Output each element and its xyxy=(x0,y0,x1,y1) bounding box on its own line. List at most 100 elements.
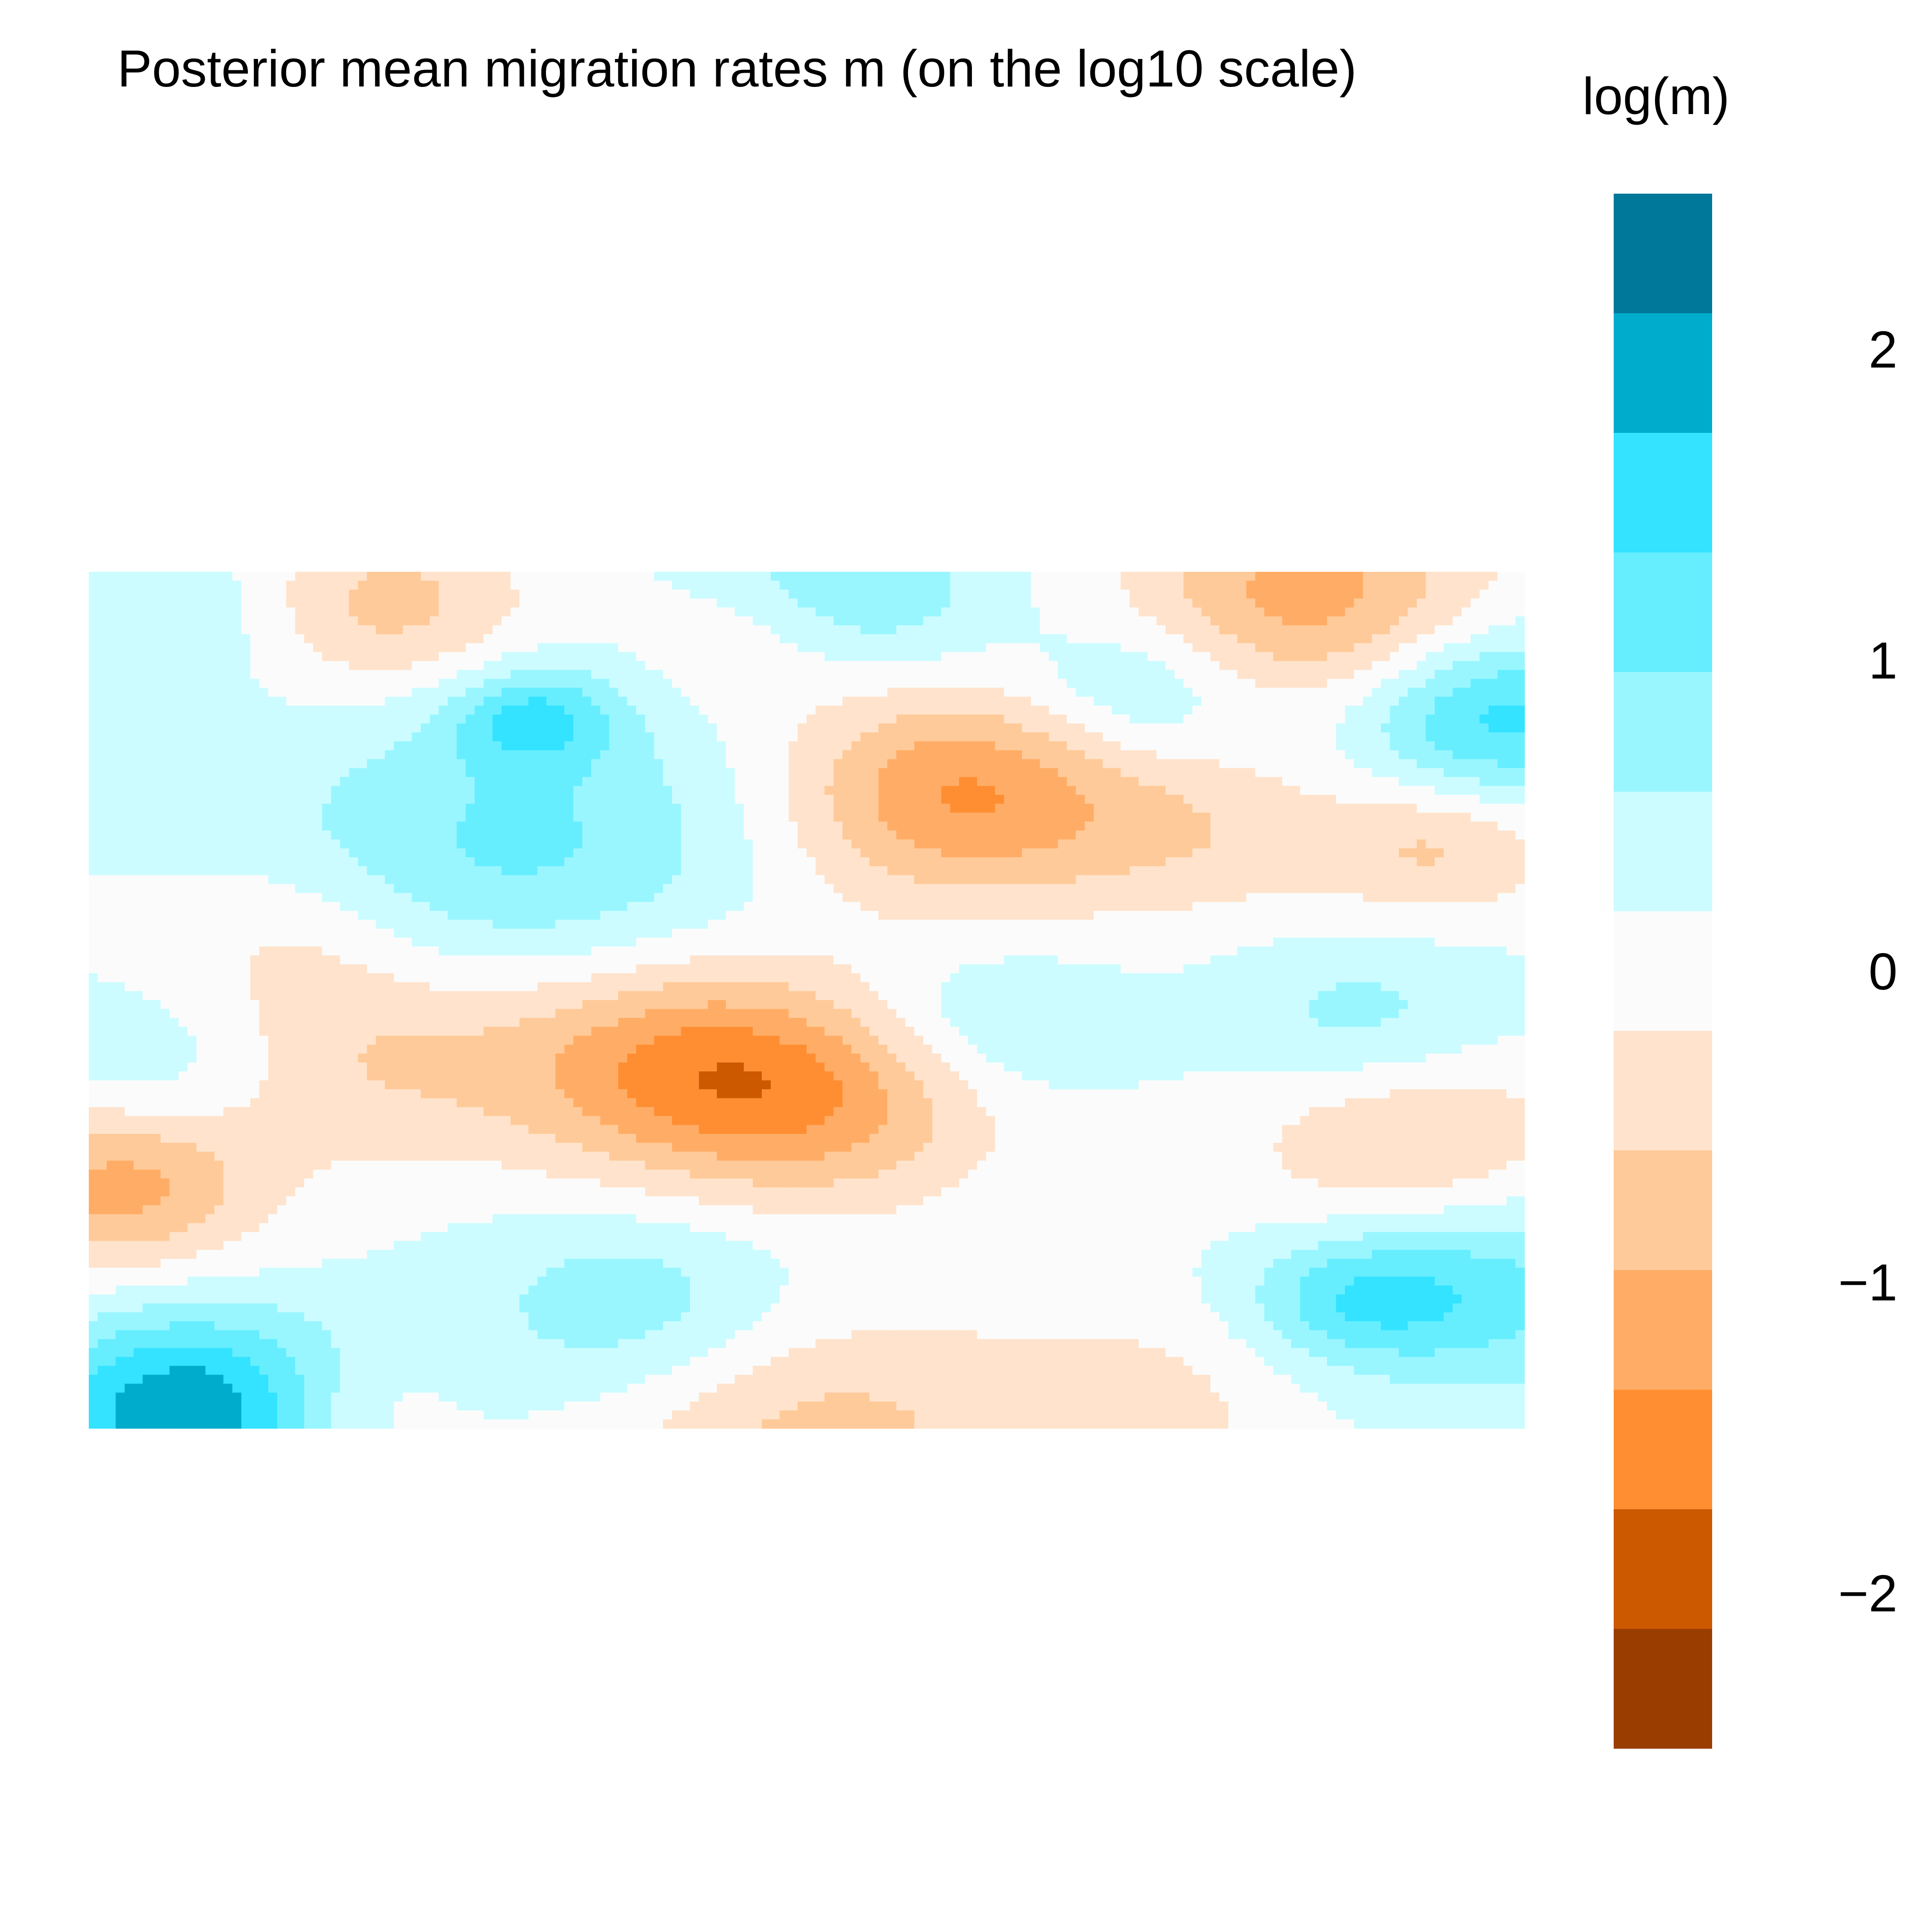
heatmap-cell xyxy=(761,759,771,769)
heatmap-cell xyxy=(528,634,538,644)
heatmap-cell xyxy=(232,768,242,777)
heatmap-cell xyxy=(1336,759,1346,769)
heatmap-cell xyxy=(241,616,251,626)
heatmap-cell xyxy=(878,812,888,822)
heatmap-cell xyxy=(1121,830,1130,840)
heatmap-cell xyxy=(1336,812,1346,822)
heatmap-cell xyxy=(1129,723,1139,733)
heatmap-cell xyxy=(834,741,843,751)
heatmap-cell xyxy=(1004,688,1013,697)
heatmap-cell xyxy=(1408,786,1417,795)
heatmap-cell xyxy=(1264,607,1274,617)
heatmap-cell xyxy=(887,678,897,688)
heatmap-cell xyxy=(1219,750,1229,760)
heatmap-cell xyxy=(492,661,502,671)
heatmap-cell xyxy=(501,643,511,653)
heatmap-cell xyxy=(1479,786,1489,795)
heatmap-cell xyxy=(654,812,664,822)
heatmap-cell xyxy=(1210,812,1220,822)
heatmap-cell xyxy=(1408,634,1417,644)
heatmap-cell xyxy=(1380,750,1391,760)
heatmap-cell xyxy=(1075,581,1085,590)
heatmap-cell xyxy=(627,607,637,617)
heatmap-cell xyxy=(1075,732,1085,742)
heatmap-cell xyxy=(223,777,233,787)
heatmap-cell xyxy=(161,661,170,671)
heatmap-cell xyxy=(492,616,502,626)
heatmap-cell xyxy=(1416,616,1426,626)
heatmap-cell xyxy=(178,572,188,581)
heatmap-cell xyxy=(1138,830,1148,840)
heatmap-cell xyxy=(1390,634,1399,644)
heatmap-cell xyxy=(1345,607,1355,617)
heatmap-cell xyxy=(1273,598,1283,608)
heatmap-cell xyxy=(1004,589,1013,599)
heatmap-cell xyxy=(743,786,753,795)
heatmap-cell xyxy=(743,625,753,635)
heatmap-cell xyxy=(923,723,933,733)
heatmap-cell xyxy=(483,777,493,787)
heatmap-cell xyxy=(860,625,870,635)
heatmap-cell xyxy=(537,670,547,679)
heatmap-cell xyxy=(1085,643,1094,653)
heatmap-cell xyxy=(950,581,960,590)
heatmap-cell xyxy=(1237,581,1247,590)
heatmap-cell xyxy=(1246,652,1256,661)
heatmap-cell xyxy=(743,741,753,751)
heatmap-cell xyxy=(1390,750,1399,760)
heatmap-cell xyxy=(1443,589,1453,599)
heatmap-cell xyxy=(869,670,879,679)
heatmap-cell xyxy=(977,607,987,617)
heatmap-cell xyxy=(367,589,376,599)
heatmap-cell xyxy=(1426,741,1435,751)
heatmap-cell xyxy=(681,661,690,671)
heatmap-cell xyxy=(1380,678,1391,688)
heatmap-cell xyxy=(1228,759,1238,769)
heatmap-cell xyxy=(178,822,188,831)
heatmap-cell xyxy=(914,786,924,795)
heatmap-cell xyxy=(735,794,744,805)
heatmap-cell xyxy=(161,723,170,733)
heatmap-cell xyxy=(896,741,906,751)
heatmap-cell xyxy=(322,732,332,742)
heatmap-cell xyxy=(1291,830,1301,840)
heatmap-cell xyxy=(1075,572,1085,581)
heatmap-cell xyxy=(788,696,798,706)
heatmap-cell xyxy=(869,696,879,706)
heatmap-cell xyxy=(519,804,529,813)
heatmap-cell xyxy=(1246,598,1256,608)
heatmap-cell xyxy=(358,705,368,715)
heatmap-cell xyxy=(456,794,466,805)
heatmap-cell xyxy=(510,768,520,777)
heatmap-cell xyxy=(1049,652,1058,661)
heatmap-cell xyxy=(699,678,708,688)
heatmap-cell xyxy=(1103,723,1112,733)
heatmap-cell xyxy=(654,625,664,635)
heatmap-cell xyxy=(1075,812,1085,822)
heatmap-cell xyxy=(735,777,744,787)
heatmap-cell xyxy=(672,670,682,679)
heatmap-cell xyxy=(1443,616,1453,626)
heatmap-cell xyxy=(950,839,960,849)
heatmap-cell xyxy=(385,741,395,751)
heatmap-cell xyxy=(1093,616,1104,626)
heatmap-cell xyxy=(420,598,431,608)
heatmap-cell xyxy=(1408,759,1417,769)
heatmap-cell xyxy=(627,786,637,795)
heatmap-cell xyxy=(1264,643,1274,653)
heatmap-cell xyxy=(402,777,413,787)
heatmap-cell xyxy=(788,643,798,653)
heatmap-cell xyxy=(143,625,152,635)
heatmap-cell xyxy=(241,581,251,590)
heatmap-cell xyxy=(1103,607,1112,617)
heatmap-cell xyxy=(528,714,538,724)
heatmap-cell xyxy=(717,830,726,840)
heatmap-cell xyxy=(1300,581,1310,590)
heatmap-cell xyxy=(358,661,368,671)
heatmap-cell xyxy=(178,643,188,653)
heatmap-cell xyxy=(753,634,762,644)
heatmap-cell xyxy=(438,598,448,608)
heatmap-cell xyxy=(331,768,340,777)
heatmap-cell xyxy=(448,839,457,849)
heatmap-cell xyxy=(743,812,753,822)
